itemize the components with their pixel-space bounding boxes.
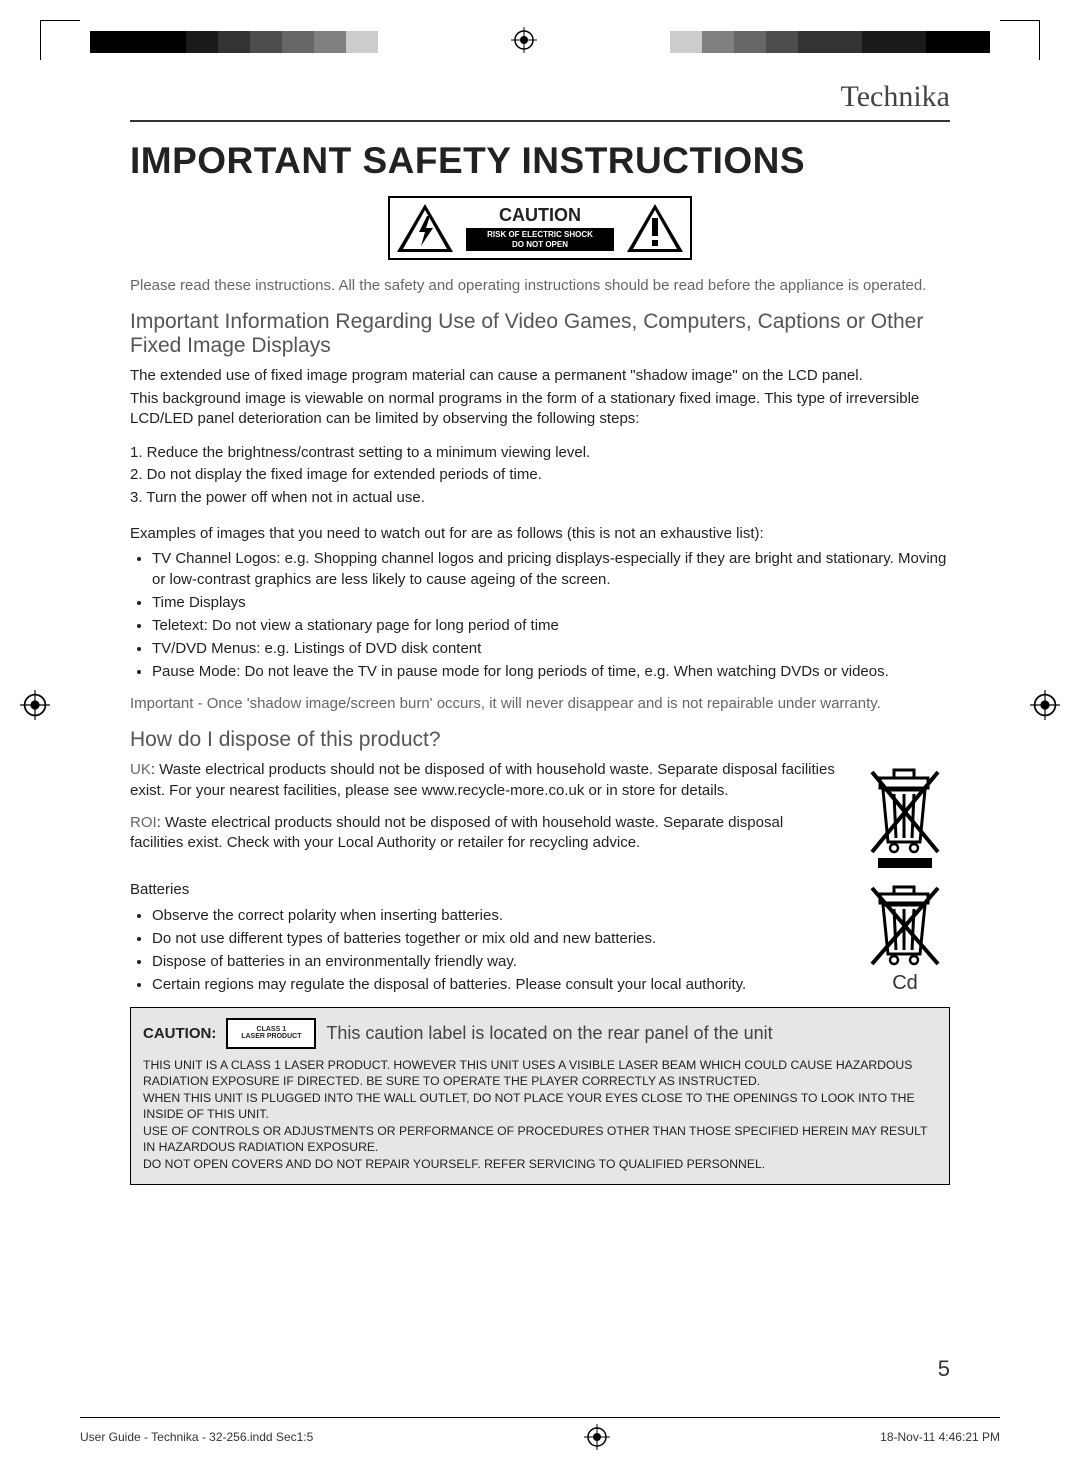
laser-body-text: DO NOT OPEN COVERS AND DO NOT REPAIR YOU… (143, 1156, 937, 1172)
list-item: Do not use different types of batteries … (152, 928, 836, 949)
list-item: Time Displays (152, 592, 950, 613)
caution-line: RISK OF ELECTRIC SHOCK (468, 230, 612, 240)
dispose-uk-label: UK (130, 761, 151, 778)
section-heading: How do I dispose of this product? (130, 728, 950, 752)
brand-logo: Technika (130, 80, 950, 114)
imprint-footer: User Guide - Technika - 32-256.indd Sec1… (80, 1417, 1000, 1450)
step-item: 1. Reduce the brightness/contrast settin… (130, 443, 950, 463)
page-number: 5 (938, 1356, 950, 1382)
registration-target-icon (1030, 690, 1060, 720)
laser-body-text: WHEN THIS UNIT IS PLUGGED INTO THE WALL … (143, 1090, 937, 1123)
list-item: Pause Mode: Do not leave the TV in pause… (152, 661, 950, 682)
examples-list: TV Channel Logos: e.g. Shopping channel … (152, 548, 950, 682)
page-title: IMPORTANT SAFETY INSTRUCTIONS (130, 140, 950, 182)
batteries-heading: Batteries (130, 880, 836, 900)
batteries-list: Observe the correct polarity when insert… (152, 905, 836, 995)
caution-subtitle: RISK OF ELECTRIC SHOCK DO NOT OPEN (466, 228, 614, 251)
caution-title: CAUTION (466, 205, 614, 226)
list-item: Dispose of batteries in an environmental… (152, 951, 836, 972)
calibration-swatches-right (670, 31, 990, 53)
weee-bin-cd-icon (860, 880, 950, 976)
laser-body-text: THIS UNIT IS A CLASS 1 LASER PRODUCT. HO… (143, 1057, 937, 1090)
shock-hazard-icon (390, 198, 460, 258)
footer-timestamp: 18-Nov-11 4:46:21 PM (880, 1430, 1000, 1444)
crop-mark-icon (1000, 20, 1040, 60)
crop-mark-icon (40, 20, 80, 60)
intro-text: Please read these instructions. All the … (130, 276, 950, 296)
caution-location: This caution label is located on the rea… (326, 1023, 937, 1044)
examples-intro: Examples of images that you need to watc… (130, 524, 950, 544)
dispose-uk: UK: Waste electrical products should not… (130, 760, 836, 801)
weee-bin-icon (860, 760, 950, 870)
warranty-note: Important - Once 'shadow image/screen bu… (130, 694, 950, 714)
section-heading: Important Information Regarding Use of V… (130, 310, 950, 358)
calibration-swatches-left (90, 31, 378, 53)
list-item: Observe the correct polarity when insert… (152, 905, 836, 926)
page-content: Technika IMPORTANT SAFETY INSTRUCTIONS C… (130, 80, 950, 1376)
dispose-uk-text: : Waste electrical products should not b… (130, 761, 835, 798)
registration-target-icon (511, 27, 537, 53)
horizontal-rule (130, 120, 950, 122)
laser-body-text: USE OF CONTROLS OR ADJUSTMENTS OR PERFOR… (143, 1123, 937, 1156)
caution-panel: CAUTION RISK OF ELECTRIC SHOCK DO NOT OP… (388, 196, 692, 260)
class1-laser-badge: CLASS 1 LASER PRODUCT (226, 1018, 316, 1049)
badge-line: CLASS 1 (236, 1026, 306, 1034)
registration-strip (0, 20, 1080, 60)
dispose-roi-text: : Waste electrical products should not b… (130, 814, 783, 851)
dispose-roi-label: ROI (130, 814, 157, 831)
list-item: TV Channel Logos: e.g. Shopping channel … (152, 548, 950, 590)
list-item: TV/DVD Menus: e.g. Listings of DVD disk … (152, 638, 950, 659)
caution-line: DO NOT OPEN (468, 240, 612, 250)
badge-line: LASER PRODUCT (236, 1033, 306, 1041)
body-text: This background image is viewable on nor… (130, 389, 950, 430)
registration-target-icon (20, 690, 50, 720)
footer-file: User Guide - Technika - 32-256.indd Sec1… (80, 1430, 313, 1444)
step-item: 2. Do not display the fixed image for ex… (130, 465, 950, 485)
dispose-roi: ROI: Waste electrical products should no… (130, 813, 836, 854)
list-item: Teletext: Do not view a stationary page … (152, 615, 950, 636)
laser-caution-box: CAUTION: CLASS 1 LASER PRODUCT This caut… (130, 1007, 950, 1186)
body-text: The extended use of fixed image program … (130, 366, 950, 386)
warning-icon (620, 198, 690, 258)
caution-label: CAUTION: (143, 1025, 216, 1042)
step-item: 3. Turn the power off when not in actual… (130, 488, 950, 508)
list-item: Certain regions may regulate the disposa… (152, 974, 836, 995)
registration-target-icon (584, 1424, 610, 1450)
